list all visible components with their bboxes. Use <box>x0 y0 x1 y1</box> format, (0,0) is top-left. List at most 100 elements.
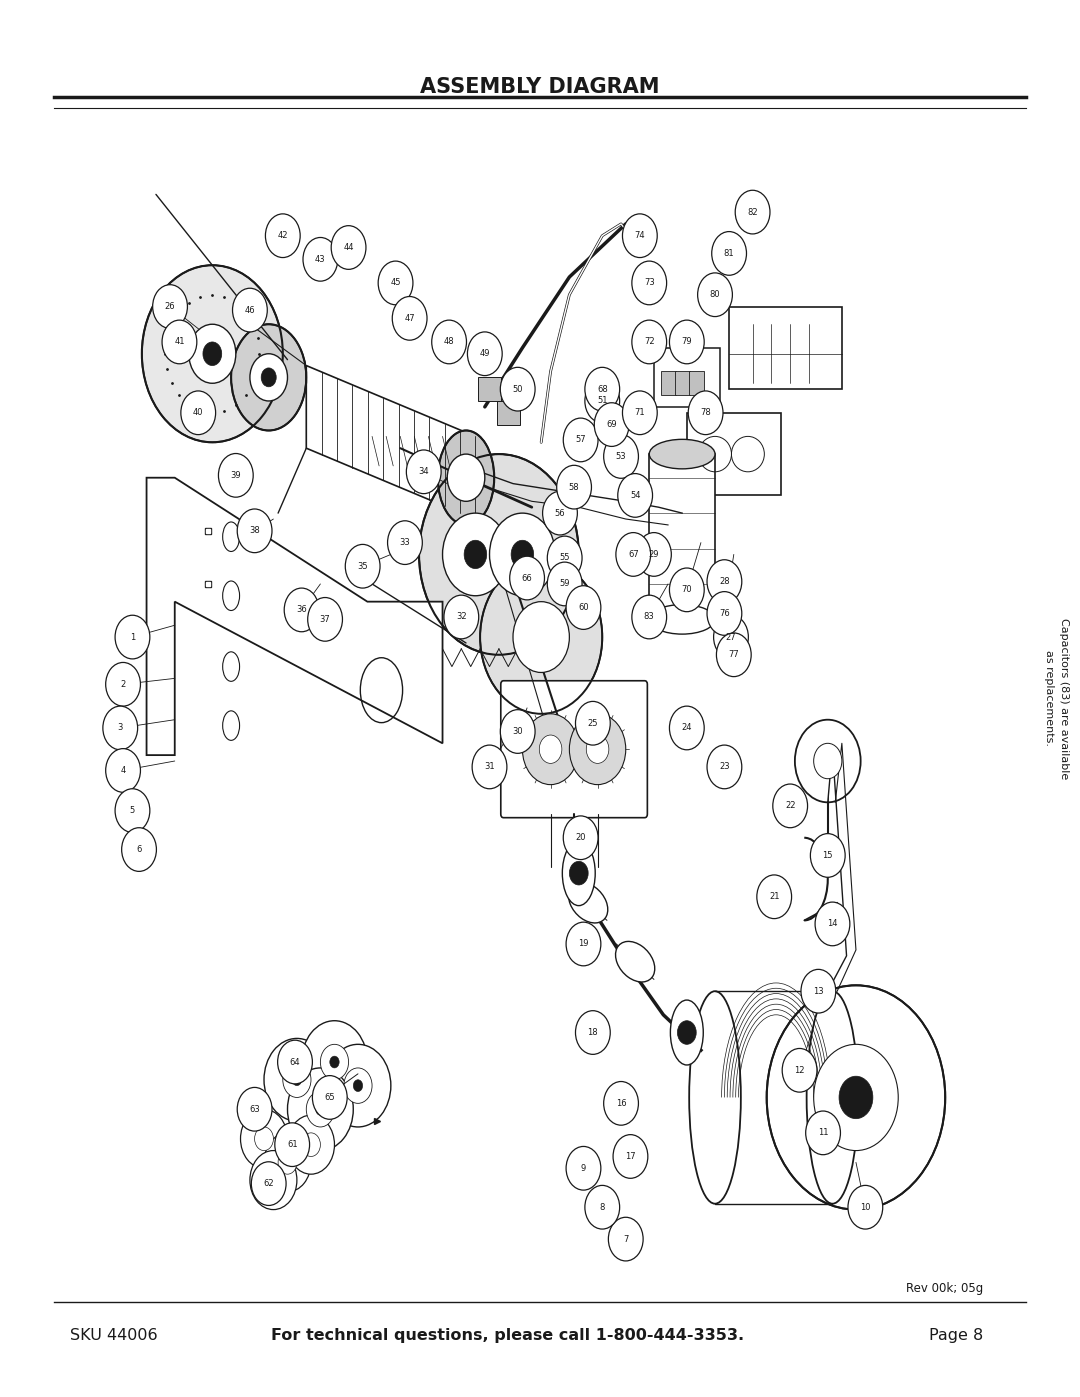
FancyBboxPatch shape <box>661 372 676 395</box>
Circle shape <box>264 1168 283 1192</box>
Text: 59: 59 <box>559 580 570 588</box>
Circle shape <box>806 1111 840 1155</box>
Circle shape <box>670 569 704 612</box>
Text: 12: 12 <box>794 1066 805 1074</box>
Text: 3: 3 <box>118 724 123 732</box>
Circle shape <box>489 513 555 595</box>
Circle shape <box>307 1091 335 1127</box>
Text: 8: 8 <box>599 1203 605 1211</box>
Circle shape <box>523 714 579 785</box>
Text: 78: 78 <box>700 408 711 418</box>
Circle shape <box>287 1067 353 1151</box>
Circle shape <box>636 532 672 577</box>
Circle shape <box>252 1162 286 1206</box>
Circle shape <box>604 434 638 478</box>
Circle shape <box>813 743 842 778</box>
Circle shape <box>301 1021 367 1104</box>
Text: ASSEMBLY DIAGRAM: ASSEMBLY DIAGRAM <box>420 77 660 96</box>
Circle shape <box>312 1076 347 1119</box>
Circle shape <box>548 536 582 580</box>
Circle shape <box>513 602 569 672</box>
Circle shape <box>688 391 723 434</box>
Text: 56: 56 <box>555 509 565 518</box>
Text: 61: 61 <box>287 1140 297 1150</box>
Circle shape <box>707 745 742 789</box>
Text: 57: 57 <box>576 436 586 444</box>
Text: 40: 40 <box>193 408 203 418</box>
Circle shape <box>189 324 235 383</box>
Circle shape <box>564 816 598 859</box>
Ellipse shape <box>671 1000 703 1065</box>
Circle shape <box>303 237 338 281</box>
Circle shape <box>278 1041 312 1084</box>
Text: 51: 51 <box>597 397 608 405</box>
Text: 50: 50 <box>512 384 523 394</box>
Circle shape <box>180 391 216 434</box>
Text: 43: 43 <box>315 254 326 264</box>
Circle shape <box>481 560 603 714</box>
Text: 60: 60 <box>578 604 589 612</box>
Circle shape <box>106 662 140 705</box>
Circle shape <box>566 1147 600 1190</box>
Circle shape <box>287 1115 335 1173</box>
Text: 68: 68 <box>597 384 608 394</box>
Circle shape <box>801 970 836 1013</box>
Circle shape <box>698 272 732 317</box>
Circle shape <box>218 454 253 497</box>
Circle shape <box>264 1038 329 1120</box>
Circle shape <box>464 541 487 569</box>
FancyBboxPatch shape <box>687 412 781 496</box>
Circle shape <box>103 705 137 750</box>
Text: 77: 77 <box>728 650 739 659</box>
Circle shape <box>264 1133 311 1192</box>
Circle shape <box>670 705 704 750</box>
Circle shape <box>714 615 748 659</box>
Text: SKU 44006: SKU 44006 <box>70 1329 158 1343</box>
Circle shape <box>712 232 746 275</box>
Circle shape <box>616 532 650 577</box>
Circle shape <box>162 320 197 363</box>
Circle shape <box>757 875 792 919</box>
Circle shape <box>810 834 846 877</box>
Text: 28: 28 <box>719 577 730 587</box>
Text: 63: 63 <box>249 1105 260 1113</box>
Text: For technical questions, please call 1-800-444-3353.: For technical questions, please call 1-8… <box>271 1329 744 1343</box>
Circle shape <box>203 342 221 366</box>
Text: 81: 81 <box>724 249 734 258</box>
Text: 38: 38 <box>249 527 260 535</box>
Circle shape <box>632 595 666 638</box>
Circle shape <box>576 701 610 745</box>
Ellipse shape <box>649 605 715 634</box>
Text: 83: 83 <box>644 612 654 622</box>
Circle shape <box>325 1045 391 1127</box>
Text: 46: 46 <box>244 306 255 314</box>
Circle shape <box>735 190 770 233</box>
Text: 15: 15 <box>823 851 833 861</box>
Circle shape <box>343 1067 372 1104</box>
FancyBboxPatch shape <box>654 348 719 407</box>
Text: 71: 71 <box>635 408 645 418</box>
Ellipse shape <box>807 992 859 1204</box>
Circle shape <box>556 465 592 509</box>
Text: 1: 1 <box>130 633 135 641</box>
Circle shape <box>618 474 652 517</box>
Circle shape <box>116 789 150 833</box>
Ellipse shape <box>649 439 715 469</box>
Text: Capacitors (83) are available
as replacements.: Capacitors (83) are available as replace… <box>1044 617 1068 780</box>
Circle shape <box>510 556 544 599</box>
Text: 25: 25 <box>588 718 598 728</box>
Circle shape <box>839 1076 873 1119</box>
Text: Page 8: Page 8 <box>929 1329 983 1343</box>
Text: 53: 53 <box>616 453 626 461</box>
Text: 9: 9 <box>581 1164 586 1172</box>
Text: 31: 31 <box>484 763 495 771</box>
Circle shape <box>677 1021 697 1045</box>
Text: 36: 36 <box>296 605 307 615</box>
Text: 23: 23 <box>719 763 730 771</box>
Text: 32: 32 <box>456 612 467 622</box>
Text: 22: 22 <box>785 802 796 810</box>
Text: 80: 80 <box>710 291 720 299</box>
Ellipse shape <box>616 942 654 982</box>
Text: 24: 24 <box>681 724 692 732</box>
Text: 26: 26 <box>165 302 175 312</box>
